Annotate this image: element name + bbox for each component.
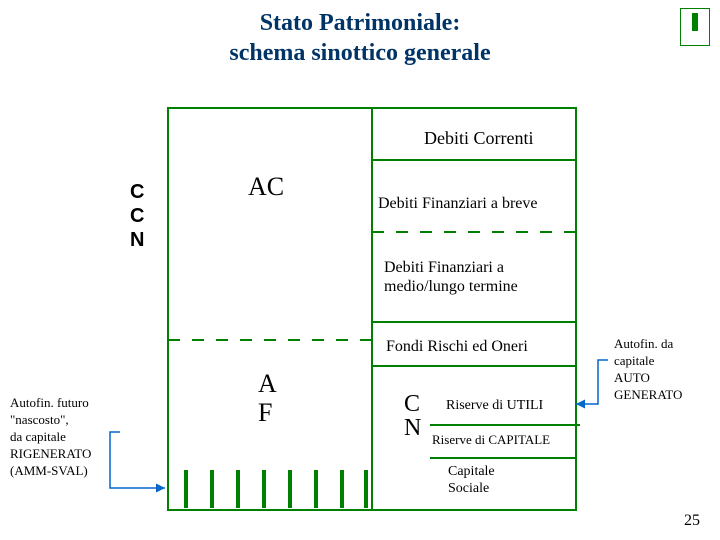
balance-sheet-diagram [0,0,720,540]
ccn-label: C C N [130,180,144,252]
af-label: A F [258,370,277,427]
slide-number: 25 [684,512,700,530]
hatch-region [186,470,366,508]
left-arrow [110,432,165,488]
debiti-fin-ml-label: Debiti Finanziari a medio/lungo termine [384,258,518,296]
ac-label: AC [248,172,284,202]
autofin-right-annotation: Autofin. da capitale AUTO GENERATO [614,336,682,404]
riserve-capitale-label: Riserve di CAPITALE [432,432,550,448]
right-arrow [576,360,608,404]
cn-label: C N [404,392,421,440]
fondi-label: Fondi Rischi ed Oneri [386,338,528,356]
riserve-utili-label: Riserve di UTILI [446,398,543,414]
capitale-sociale-label: Capitale Sociale [448,464,495,498]
debiti-fin-breve-label: Debiti Finanziari a breve [378,195,538,213]
autofin-left-annotation: Autofin. futuro "nascosto", da capitale … [10,395,91,479]
debiti-correnti-label: Debiti Correnti [424,128,533,149]
